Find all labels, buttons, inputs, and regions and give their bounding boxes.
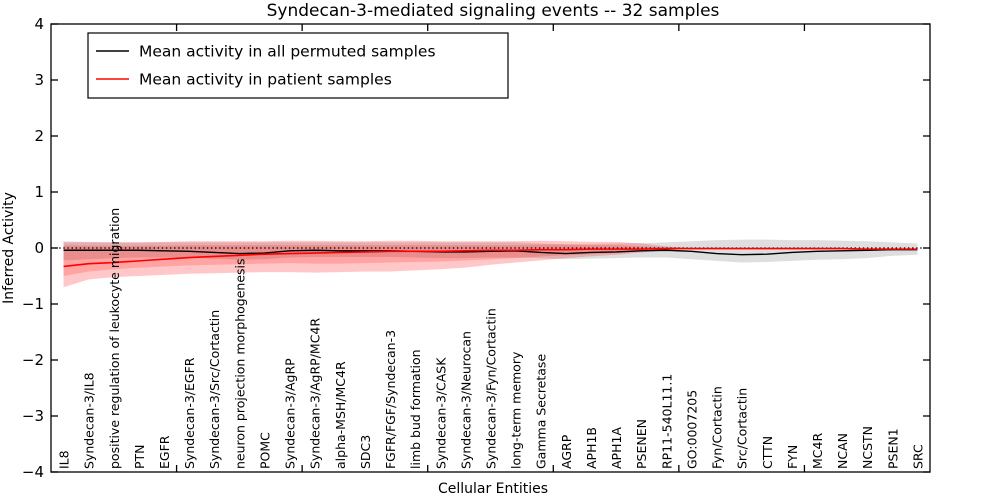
y-tick-label: −1 [22, 295, 44, 313]
y-tick-label: −3 [22, 407, 44, 425]
x-category-label: PTN [132, 444, 147, 469]
x-category-label: Fyn/Cortactin [710, 386, 725, 469]
x-category-label: Syndecan-3/EGFR [182, 357, 197, 469]
x-category-label: Syndecan-3/CASK [433, 357, 448, 469]
x-category-label: Syndecan-3/Neurocan [458, 331, 473, 469]
x-category-label: FGFR/FGF/Syndecan-3 [383, 330, 398, 469]
x-category-label: Src/Cortactin [735, 388, 750, 469]
x-category-label: long-term memory [509, 351, 524, 469]
legend-box [87, 32, 509, 99]
x-category-label: SDC3 [358, 435, 373, 469]
x-category-label: Syndecan-3/Fyn/Cortactin [484, 308, 499, 469]
x-axis-label: Cellular Entities [438, 481, 548, 497]
x-category-label: Gamma Secretase [534, 354, 549, 469]
legend-entry-label: Mean activity in all permuted samples [139, 43, 436, 61]
y-axis-label: Inferred Activity [1, 192, 17, 304]
x-category-label: NCSTN [860, 426, 875, 469]
chart-title: Syndecan-3-mediated signaling events -- … [267, 1, 720, 21]
x-category-label: Syndecan-3/IL8 [82, 372, 97, 469]
y-tick-label: 2 [34, 127, 44, 145]
y-tick-label: −2 [22, 351, 44, 369]
x-category-label: Syndecan-3/AgRP [283, 358, 298, 469]
x-category-label: EGFR [157, 435, 172, 469]
x-category-label: alpha-MSH/MC4R [333, 361, 348, 469]
patient-mean-line [63, 247, 918, 268]
x-category-label: POMC [257, 432, 272, 469]
x-category-label: APH1B [584, 427, 599, 469]
x-category-label: CTTN [760, 436, 775, 469]
x-category-label: RP11-540L11.1 [659, 374, 674, 469]
x-category-label: positive regulation of leukocyte migrati… [107, 208, 122, 469]
permuted-mean-line [63, 248, 918, 256]
x-category-label: SRC [910, 444, 925, 469]
x-category-label: PSENEN [634, 419, 649, 469]
y-tick-label: 3 [34, 71, 44, 89]
legend-entry-label: Mean activity in patient samples [139, 71, 392, 89]
x-category-label: APH1A [609, 427, 624, 469]
x-category-label: FYN [785, 445, 800, 469]
x-category-label: Syndecan-3/Src/Cortactin [207, 310, 222, 469]
plot-frame [50, 23, 931, 473]
x-category-label: IL8 [57, 450, 72, 469]
y-tick-label: −4 [22, 463, 44, 481]
x-category-label: AGRP [559, 434, 574, 469]
y-tick-label: 4 [34, 15, 44, 33]
x-category-label: PSEN1 [885, 428, 900, 469]
legend: Mean activity in all permuted samples Mea… [87, 32, 509, 99]
x-category-label: GO:0007205 [684, 390, 699, 469]
plot-area: −4 −3 −2 −1 0 1 2 3 4 IL8 Syndecan-3/IL8 positive r… [22, 15, 930, 481]
x-category-label: limb bud formation [408, 349, 423, 469]
x-category-label: MC4R [810, 433, 825, 469]
x-category-label: neuron projection morphogenesis [232, 258, 247, 469]
y-tick-label: 1 [34, 183, 44, 201]
x-category-label: Syndecan-3/AgRP/MC4R [308, 318, 323, 469]
y-tick-label: 0 [34, 239, 44, 257]
x-category-label: NCAN [835, 433, 850, 469]
